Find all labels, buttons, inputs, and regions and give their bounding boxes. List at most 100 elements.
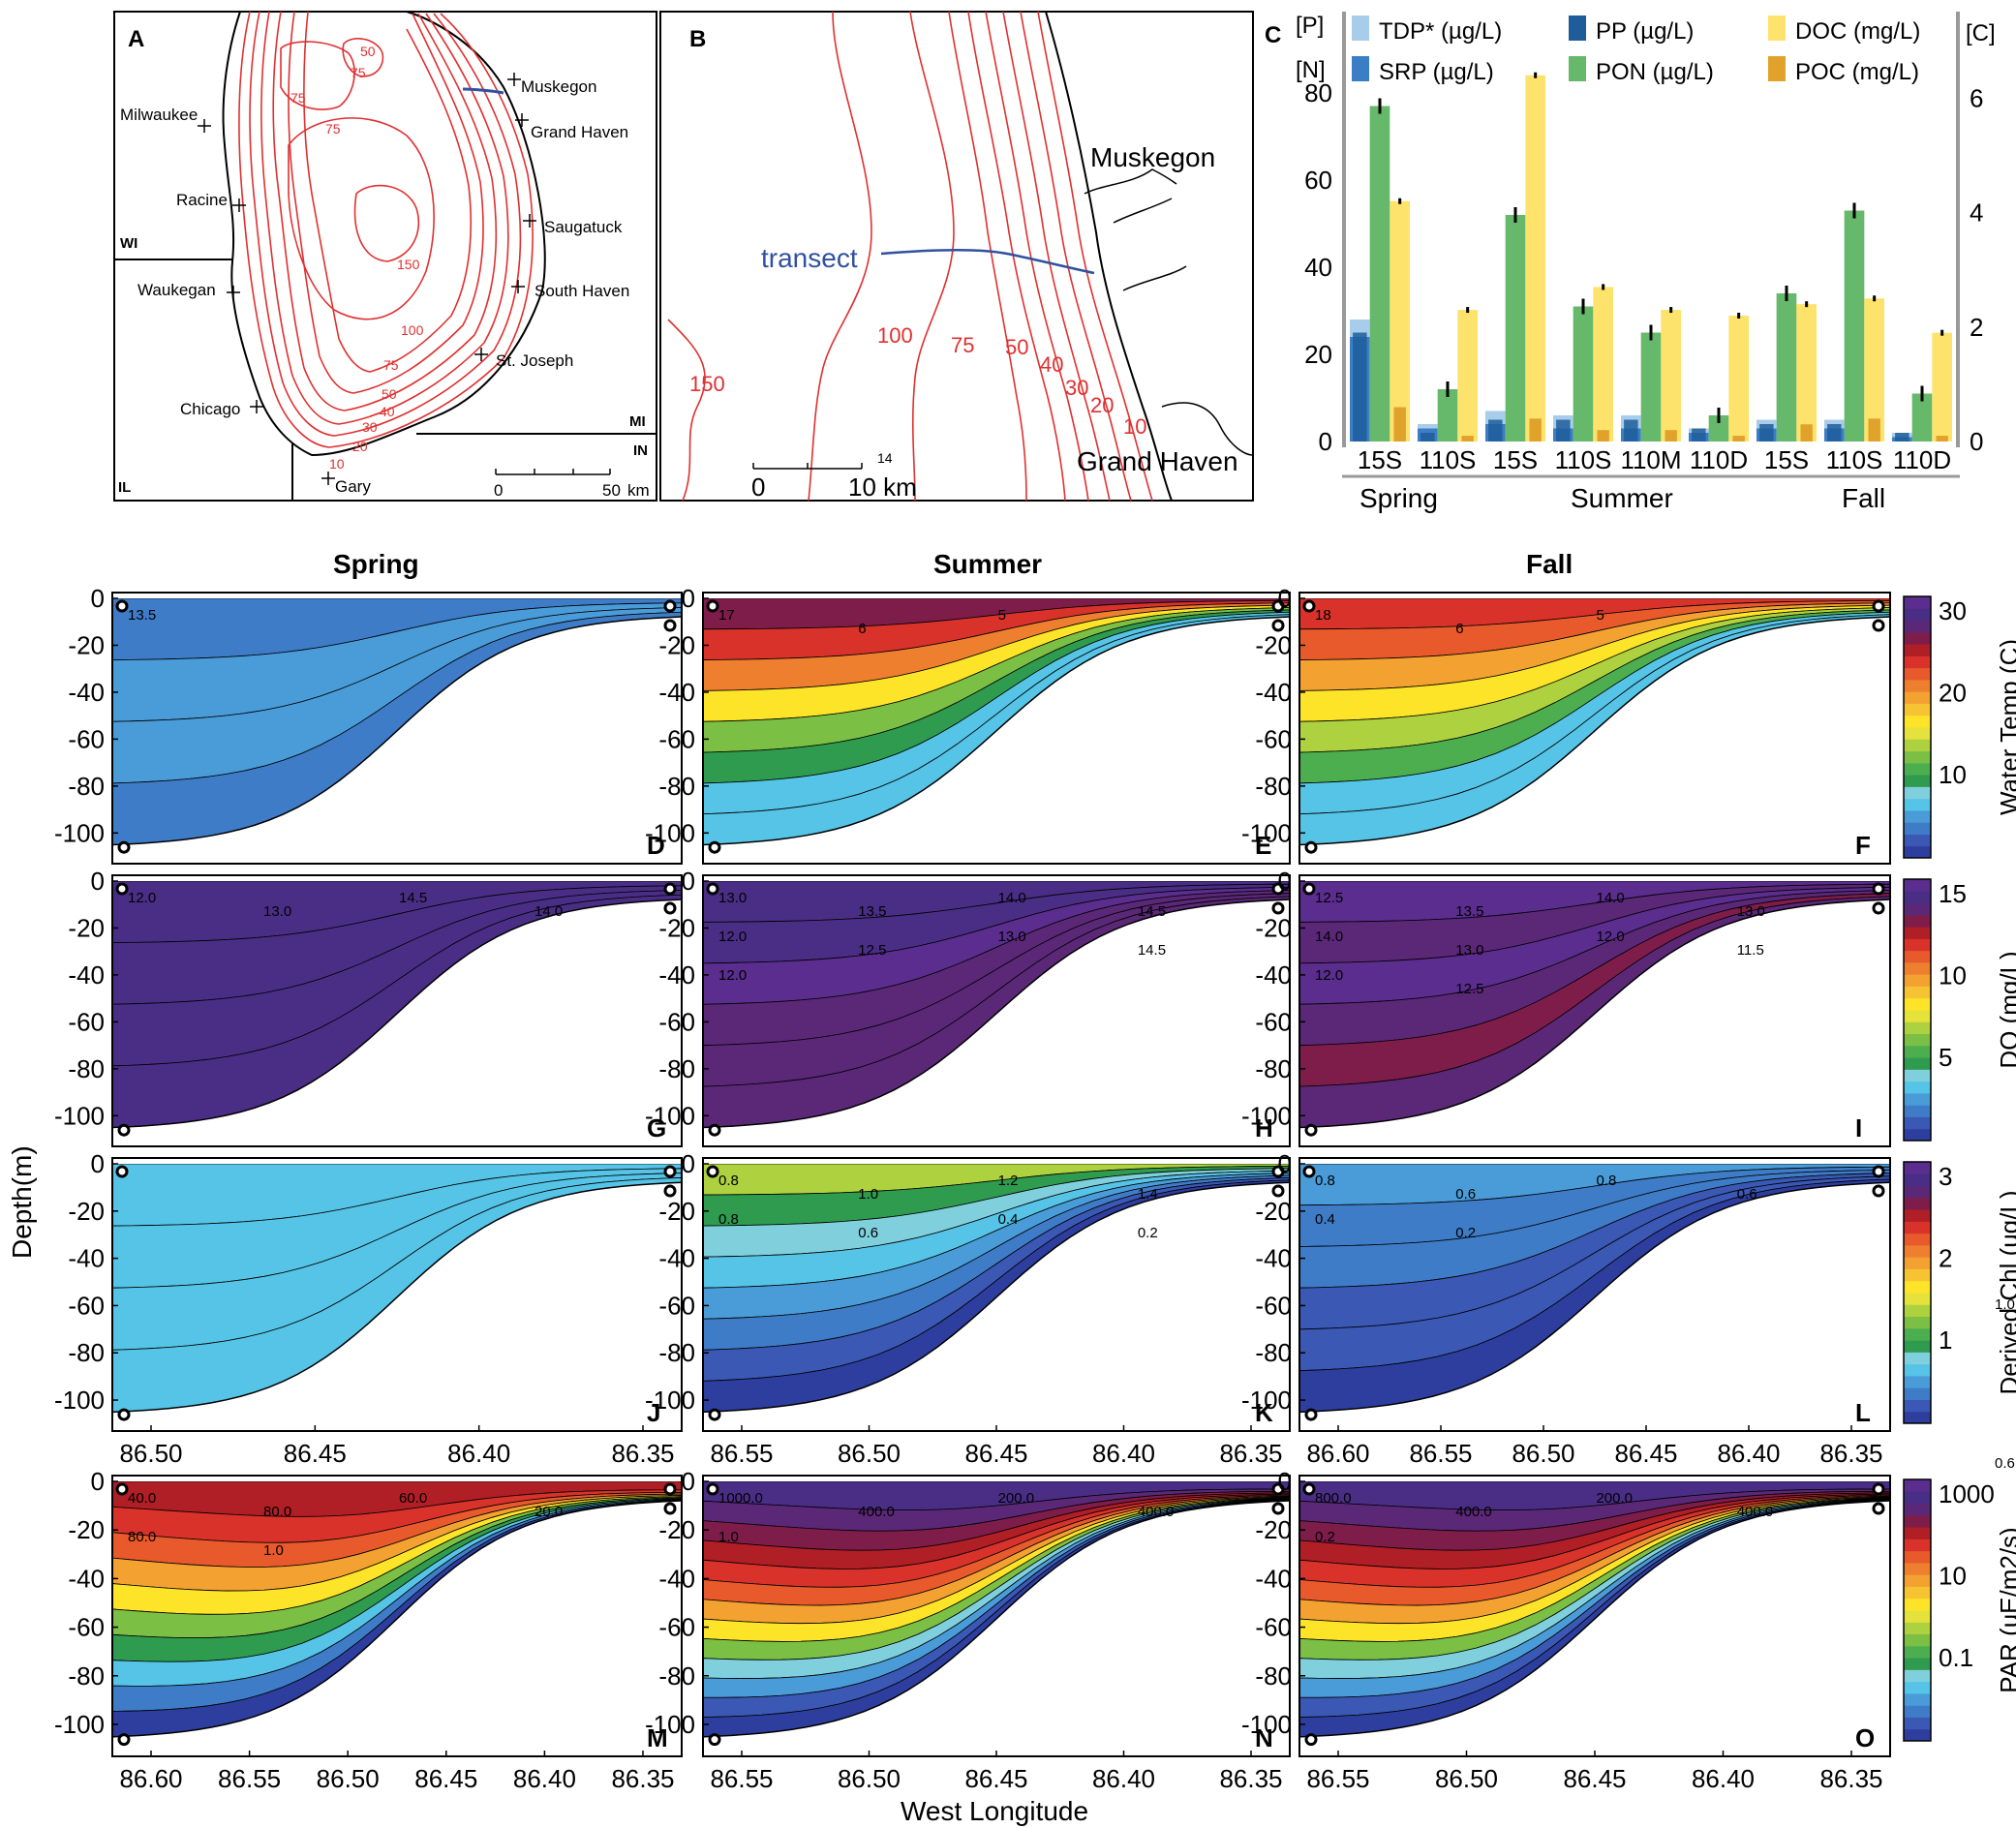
legend-swatch-tdp [1352, 15, 1369, 41]
station-marker [1271, 1482, 1285, 1496]
bar-poc [1529, 418, 1542, 442]
colorbar-frame [1903, 1161, 1932, 1424]
season-spring: Spring [1359, 483, 1438, 513]
bar-pp [1759, 424, 1774, 442]
lon-tick-label: 86.50 [119, 1439, 182, 1468]
depth-tick-label: 0 [91, 1467, 105, 1496]
depth-tick-label: -100 [54, 1710, 105, 1739]
contour-label: 12.0 [1596, 929, 1624, 945]
panel-letter-a: A [128, 26, 144, 52]
depth-tick-label: -100 [645, 818, 695, 847]
colorbar-step [1904, 762, 1931, 776]
contour-label: 0.8 [1315, 1173, 1335, 1189]
colorbar-step [1904, 1209, 1931, 1222]
depth-tick-label: -100 [645, 1710, 695, 1739]
ytick-left: 60 [1304, 166, 1332, 195]
colorbar-step [1904, 997, 1931, 1011]
depth-tick-label: -100 [54, 1101, 105, 1130]
contour-label: 0.2 [1315, 1529, 1335, 1545]
colorbar-step [1904, 1185, 1931, 1199]
station-marker [1271, 882, 1285, 896]
bar-doc [1593, 287, 1613, 442]
depth-tick-label: -100 [1241, 818, 1292, 847]
colorbar-step [1904, 1658, 1931, 1670]
bar-poc [1936, 436, 1948, 442]
contour-label: 13.0 [1455, 942, 1483, 959]
colorbar-step [1904, 809, 1931, 823]
colorbar-tick: 5 [1939, 1043, 1952, 1072]
city-milwaukee: Milwaukee [120, 106, 198, 124]
depth-tick-label: -100 [645, 1386, 695, 1415]
svg-text:75: 75 [351, 65, 366, 80]
contour-label: 5 [1596, 607, 1604, 624]
panel-frame [702, 874, 1291, 1147]
season-fall: Fall [1842, 483, 1885, 513]
depth-tick-label: -20 [658, 913, 695, 942]
ytick-right: 0 [1970, 427, 1983, 456]
city-gary: Gary [335, 477, 371, 496]
depth-tick-label: 0 [91, 584, 105, 613]
bar-doc [1525, 75, 1545, 442]
colorbar-tick: 0.1 [1939, 1643, 1973, 1672]
contour-label: 20.0 [535, 1504, 563, 1520]
colorbar-step [1904, 1116, 1931, 1130]
colorbar-tick: 15 [1939, 879, 1967, 908]
svg-text:75: 75 [325, 121, 341, 137]
legend-swatch-pp [1569, 15, 1586, 41]
section-panel-F: F 18 6 5 0 -20 -40 -60 -80 -100 [1241, 584, 1891, 865]
xlabel-longitude: West Longitude [901, 1796, 1088, 1826]
colorbar-step [1904, 750, 1931, 764]
svg-text:50: 50 [360, 44, 376, 59]
lon-tick-label: 86.50 [1512, 1439, 1574, 1468]
panel-frame [111, 874, 683, 1147]
contour-label: 14.5 [1138, 942, 1166, 959]
bar-pon [1911, 393, 1933, 442]
contour-label: 0.6 [858, 1225, 878, 1241]
panel-letter: K [1255, 1398, 1273, 1427]
colorbar-tick: 1000 [1939, 1479, 1995, 1508]
colorbar-tick: 10 [1939, 960, 1967, 990]
seafloor-line [1298, 1181, 1891, 1414]
station-marker [115, 1165, 129, 1178]
panel-letter: F [1855, 831, 1871, 860]
station-marker [117, 1733, 131, 1747]
depth-tick-label: 0 [91, 867, 105, 896]
depth-tick-label: -40 [658, 1564, 695, 1593]
depth-tick-label: -20 [1255, 630, 1292, 659]
station-marker [663, 619, 677, 632]
colorbar-step [1904, 1645, 1931, 1659]
lon-tick-label: 86.40 [447, 1439, 510, 1468]
contour-label: 13.5 [128, 607, 156, 624]
panel-letter: E [1255, 831, 1271, 860]
depth-tick-label: -20 [658, 1515, 695, 1544]
station-marker [708, 840, 721, 854]
depth-tick-label: -60 [1255, 1007, 1292, 1036]
seafloor-line [111, 1500, 683, 1738]
depth-tick-label: -40 [68, 1564, 105, 1593]
contour-label: 0.8 [1596, 1173, 1616, 1189]
station-marker [117, 1408, 131, 1421]
contour-label: 14.5 [399, 890, 427, 906]
colorbar-3: 1000 10 0.1 PAR (uE/m2/s) [1903, 1478, 2016, 1742]
station-label: 15S [1493, 445, 1538, 474]
lon-tick-label: 86.60 [1306, 1439, 1369, 1468]
no-data-strip [112, 1415, 215, 1426]
title-fall: Fall [1526, 549, 1573, 579]
bar-pp [1353, 332, 1367, 442]
depth-tick-label: -100 [1241, 1101, 1292, 1130]
colorbar-step [1904, 1681, 1931, 1694]
colorbar-step [1904, 1669, 1931, 1683]
contour-label: 0.6 [1737, 1186, 1757, 1203]
bar-poc [1393, 407, 1406, 442]
depth-tick-label: -80 [1255, 1054, 1292, 1083]
svg-text:20: 20 [1090, 393, 1114, 417]
bar-doc [1796, 304, 1817, 442]
panel-a-map: A Muskegon Grand Haven Milwaukee Racine … [113, 11, 657, 502]
colorbar-tick: 30 [1939, 596, 1967, 625]
station-marker [117, 1123, 131, 1137]
colorbar-step [1904, 1197, 1931, 1210]
contour-label: 12.5 [858, 942, 886, 959]
contour-label: 12.5 [1315, 890, 1343, 906]
colorbar-step [1904, 950, 1931, 963]
legend-tdp: TDP* (µg/L) [1379, 18, 1502, 45]
